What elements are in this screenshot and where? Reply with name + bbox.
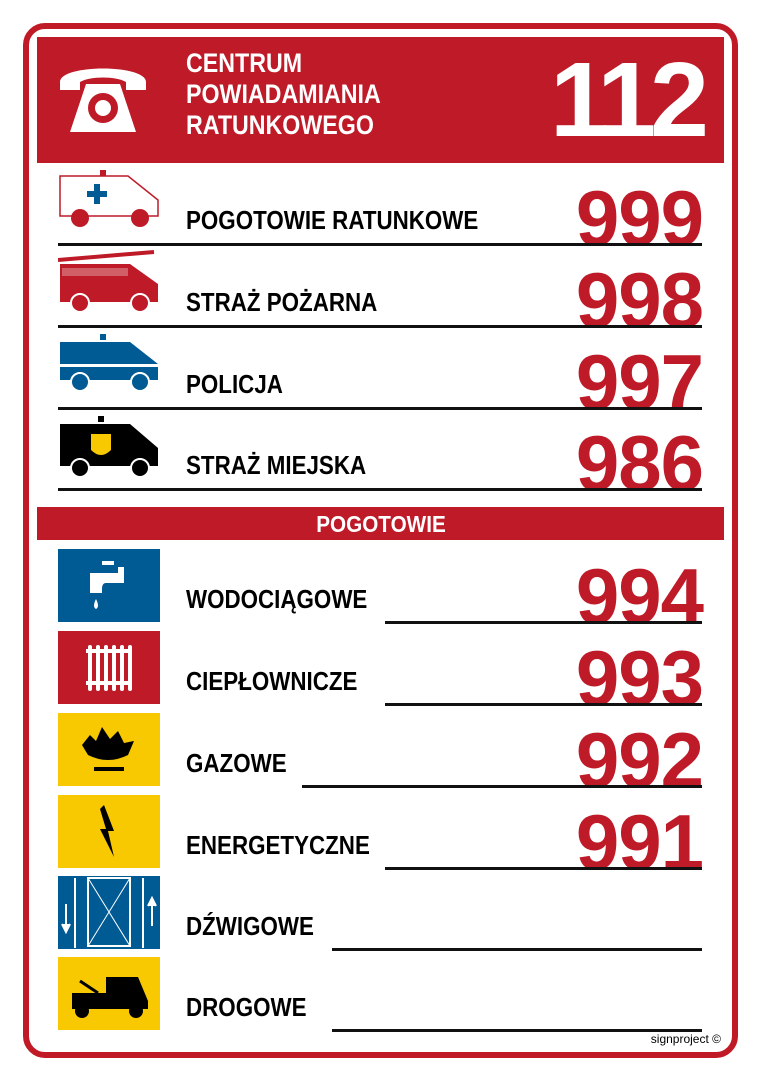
ambulance-icon bbox=[58, 170, 160, 233]
emergency-label: DŹWIGOWE bbox=[186, 911, 314, 941]
service-number: 998 bbox=[575, 256, 704, 344]
emergency-label: ENERGETYCZNE bbox=[186, 830, 370, 860]
lightning-icon bbox=[58, 795, 160, 868]
city-guard-van-icon bbox=[58, 416, 160, 483]
radiator-icon bbox=[58, 631, 160, 704]
service-label: POLICJA bbox=[186, 369, 283, 399]
police-car-icon bbox=[58, 334, 160, 397]
number-line bbox=[332, 948, 702, 951]
emergency-label: CIEPŁOWNICZE bbox=[186, 666, 358, 696]
section-title: POGOTOWIE bbox=[37, 507, 724, 540]
credit: signproject © bbox=[650, 1032, 721, 1046]
emergency-label: DROGOWE bbox=[186, 992, 307, 1022]
service-number: 999 bbox=[575, 174, 704, 262]
service-label: STRAŻ MIEJSKA bbox=[186, 450, 367, 480]
sign-border bbox=[23, 23, 738, 1058]
tow-truck-icon bbox=[58, 957, 160, 1030]
emergency-number: 993 bbox=[575, 634, 704, 722]
section-title-text: POGOTOWIE bbox=[315, 511, 446, 537]
service-number: 986 bbox=[575, 419, 704, 507]
service-label: STRAŻ POŻARNA bbox=[186, 287, 378, 317]
gas-flame-icon bbox=[58, 713, 160, 786]
service-label: POGOTOWIE RATUNKOWE bbox=[186, 205, 479, 235]
fire-truck-icon bbox=[57, 250, 160, 317]
emergency-number: 994 bbox=[575, 552, 704, 640]
row-divider bbox=[58, 488, 702, 491]
elevator-icon bbox=[58, 876, 160, 949]
emergency-number: 991 bbox=[575, 798, 704, 886]
emergency-number: 992 bbox=[575, 716, 704, 804]
row-divider bbox=[58, 325, 702, 328]
number-line bbox=[332, 1029, 702, 1032]
row-divider bbox=[58, 407, 702, 410]
water-tap-icon bbox=[58, 549, 160, 622]
telephone-icon bbox=[60, 68, 146, 132]
row-divider bbox=[58, 243, 702, 246]
header-number: 112 bbox=[549, 41, 709, 159]
number-line bbox=[385, 867, 702, 870]
header-banner bbox=[37, 37, 724, 163]
emergency-label: WODOCIĄGOWE bbox=[186, 584, 368, 614]
number-line bbox=[302, 785, 702, 788]
number-line bbox=[385, 621, 702, 624]
service-number: 997 bbox=[575, 338, 704, 426]
emergency-label: GAZOWE bbox=[186, 748, 287, 778]
number-line bbox=[385, 703, 702, 706]
header-title: CENTRUM POWIADAMIANIA RATUNKOWEGO bbox=[186, 48, 381, 140]
